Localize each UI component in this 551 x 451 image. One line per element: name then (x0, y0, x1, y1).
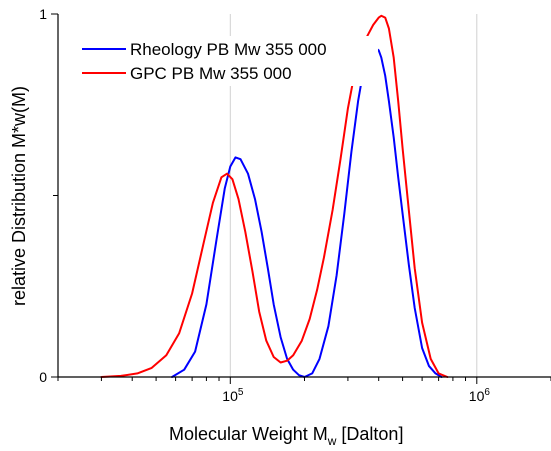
x-tick-exponent-0: 5 (238, 387, 244, 398)
legend-background (78, 36, 378, 86)
axes (51, 13, 551, 384)
x-axis-title-unit: [Dalton] (336, 424, 403, 444)
x-axis-title: Molecular Weight Mw [Dalton] (169, 424, 403, 448)
series-lines (100, 14, 449, 378)
legend-label-gpc: GPC PB Mw 355 000 (130, 64, 292, 83)
legend-label-rheology: Rheology PB Mw 355 000 (130, 40, 327, 59)
x-tick-label-1: 106 (469, 387, 491, 404)
x-axis-title-subscript: w (327, 434, 337, 448)
x-tick-label-0: 105 (222, 387, 244, 404)
series-line-0 (171, 45, 443, 378)
series-line-1 (100, 14, 449, 378)
x-tick-exponent-1: 6 (484, 387, 490, 398)
x-tick-base-0: 10 (222, 388, 238, 404)
legend: Rheology PB Mw 355 000 GPC PB Mw 355 000 (78, 36, 378, 86)
y-tick-label-1: 1 (39, 6, 47, 22)
x-axis-title-main: Molecular Weight M (169, 424, 328, 444)
x-tick-base-1: 10 (469, 388, 485, 404)
y-tick-label-0: 0 (39, 369, 47, 385)
y-axis-title: relative Distribution M*w(M) (9, 86, 29, 306)
